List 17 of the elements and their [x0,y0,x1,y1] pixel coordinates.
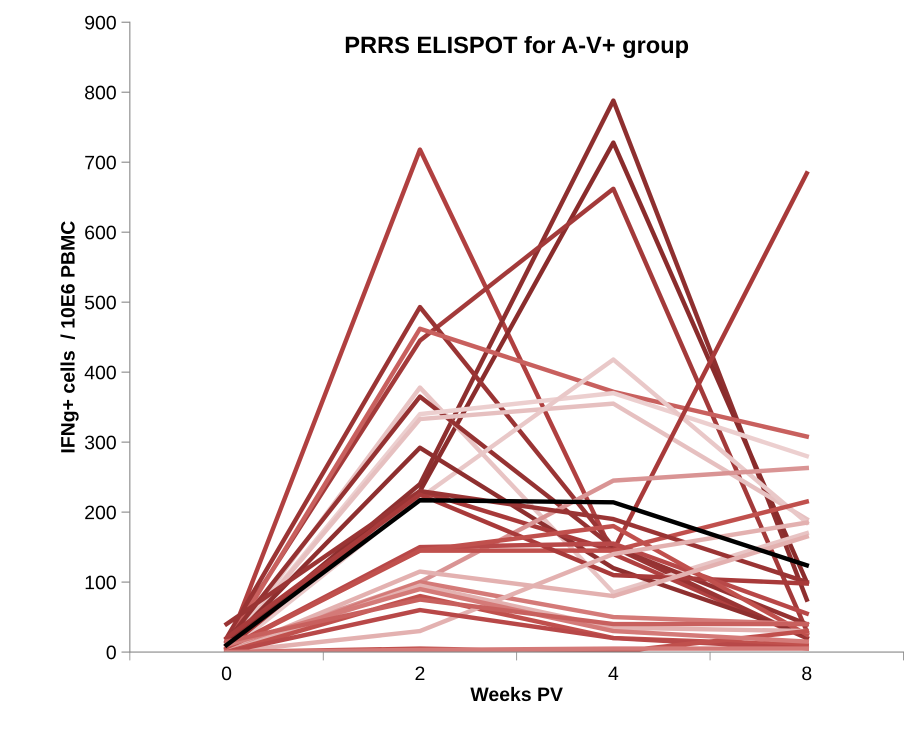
y-tick-label: 600 [85,226,116,240]
y-tick-label: 400 [84,366,116,380]
y-tick-label: 700 [85,156,116,170]
y-tick-label: 0 [106,646,116,660]
y-tick-label: 900 [85,16,116,30]
y-axis-title: IFNg+ cells / 10E6 PBMC [60,221,79,452]
y-tick-label: 800 [85,86,116,100]
y-tick-label: 200 [85,506,116,520]
y-tick-label: 100 [86,576,116,590]
x-tick-label: 0 [222,666,232,680]
x-tick-label: 8 [802,666,812,680]
text: PRRS ELISPOT for A-V+ group [346,36,688,58]
x-tick-label: 4 [608,666,618,680]
x-tick-label: 2 [416,666,424,680]
x-axis-title: Weeks PV [470,686,563,702]
y-tick-label: 500 [84,296,116,310]
y-tick-label: 300 [84,436,116,450]
